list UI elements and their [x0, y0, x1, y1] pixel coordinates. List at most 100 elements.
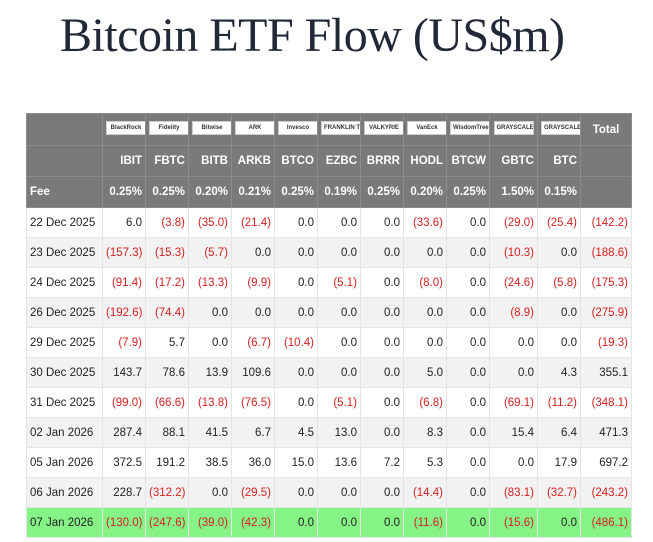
- header-cell: [580, 145, 632, 177]
- flow: 0.0: [188, 477, 232, 508]
- logo-cell: VALKYRIE: [360, 113, 404, 146]
- flow: 0.0: [274, 477, 318, 508]
- flow: 372.5: [102, 447, 146, 478]
- flow: (74.4): [145, 297, 189, 328]
- flow: (35.0): [188, 207, 232, 238]
- total-flow: (243.2): [580, 477, 632, 508]
- flow: 13.9: [188, 357, 232, 388]
- ticker: BRRR: [360, 145, 404, 177]
- issuer-logo: Invesco: [278, 121, 317, 135]
- header-cell: [26, 113, 103, 146]
- flow: 0.0: [231, 237, 275, 268]
- flow: (11.6): [403, 507, 447, 538]
- ticker: BTCW: [446, 145, 490, 177]
- fee-row: Fee 0.25% 0.25% 0.20% 0.21% 0.25% 0.19% 0.25% 0.…: [26, 176, 632, 208]
- flow: 38.5: [188, 447, 232, 478]
- flow: 0.0: [537, 237, 581, 268]
- flow: 5.3: [403, 447, 447, 478]
- flow: 191.2: [145, 447, 189, 478]
- flow: 0.0: [360, 357, 404, 388]
- flow: 6.7: [231, 417, 275, 448]
- flow: (32.7): [537, 477, 581, 508]
- ticker: ARKB: [231, 145, 275, 177]
- flow: 0.0: [446, 387, 490, 418]
- fee: 0.25%: [360, 176, 404, 208]
- issuer-logo: VALKYRIE: [364, 121, 403, 135]
- flow: 88.1: [145, 417, 189, 448]
- flow: 5.7: [145, 327, 189, 358]
- flow: 0.0: [360, 237, 404, 268]
- flow: 0.0: [360, 207, 404, 238]
- flow: 6.4: [537, 417, 581, 448]
- flow-row: 26 Dec 2025 (192.6) (74.4) 0.0 0.0 0.0 0.0 0.0 0…: [26, 297, 632, 328]
- ticker-row: IBIT FBTC BITB ARKB BTCO EZBC BRRR HODL BTCW GBTC…: [26, 145, 632, 177]
- logo-cell: WisdomTree: [446, 113, 490, 146]
- flow: (8.9): [489, 297, 538, 328]
- flow: (29.5): [231, 477, 275, 508]
- logo-cell: GRAYSCALE: [489, 113, 538, 146]
- date: 30 Dec 2025: [26, 357, 103, 388]
- flow: 0.0: [360, 477, 404, 508]
- flow: 109.6: [231, 357, 275, 388]
- title: Bitcoin ETF Flow (US$m): [60, 9, 565, 62]
- issuer-logo: GRAYSCALE: [493, 121, 534, 135]
- flow-row: 24 Dec 2025 (91.4) (17.2) (13.3) (9.9) 0.0 (5.…: [26, 267, 632, 298]
- flow: 4.5: [274, 417, 318, 448]
- flow: (8.0): [403, 267, 447, 298]
- flow-row: 29 Dec 2025 (7.9) 5.7 0.0 (6.7) (10.4) 0.0 0.0 0…: [26, 327, 632, 358]
- fee: 0.25%: [102, 176, 146, 208]
- date: 05 Jan 2026: [26, 447, 103, 478]
- flow-row: 31 Dec 2025 (99.0) (66.6) (13.8) (76.5) 0.0 (5…: [26, 387, 632, 418]
- fee: 0.15%: [537, 176, 581, 208]
- logo-cell: Bitwise: [188, 113, 232, 146]
- flow: (5.1): [317, 387, 361, 418]
- flow: 0.0: [403, 297, 447, 328]
- flow: 36.0: [231, 447, 275, 478]
- total-flow: 355.1: [580, 357, 632, 388]
- ticker: BTCO: [274, 145, 318, 177]
- flow: 17.9: [537, 447, 581, 478]
- flow: 15.0: [274, 447, 318, 478]
- ticker: FBTC: [145, 145, 189, 177]
- date: 22 Dec 2025: [26, 207, 103, 238]
- flow: (9.9): [231, 267, 275, 298]
- flow: (10.3): [489, 237, 538, 268]
- logo-cell: BlackRock: [102, 113, 146, 146]
- fee: 0.21%: [231, 176, 275, 208]
- fee: 1.50%: [489, 176, 538, 208]
- flow: 6.0: [102, 207, 146, 238]
- fee-label: Fee: [26, 176, 103, 208]
- flow: (33.6): [403, 207, 447, 238]
- date: 26 Dec 2025: [26, 297, 103, 328]
- flow: (7.9): [102, 327, 146, 358]
- flow: 0.0: [446, 237, 490, 268]
- flow: 13.0: [317, 417, 361, 448]
- flow: 0.0: [317, 477, 361, 508]
- flow: 0.0: [317, 237, 361, 268]
- flow: 0.0: [537, 507, 581, 538]
- flow: (76.5): [231, 387, 275, 418]
- issuer-logo: Bitwise: [192, 121, 231, 135]
- date: 02 Jan 2026: [26, 417, 103, 448]
- total-flow: 471.3: [580, 417, 632, 448]
- flow: 0.0: [446, 267, 490, 298]
- total-flow: (19.3): [580, 327, 632, 358]
- issuer-logo: FRANKLIN TEMPLETON: [321, 121, 360, 135]
- flow: 13.6: [317, 447, 361, 478]
- flow: (10.4): [274, 327, 318, 358]
- total-flow: (142.2): [580, 207, 632, 238]
- fee: 0.20%: [188, 176, 232, 208]
- flow: (21.4): [231, 207, 275, 238]
- fee: 0.20%: [403, 176, 447, 208]
- total-header: Total: [580, 113, 632, 146]
- flow-row: 07 Jan 2026 (130.0) (247.6) (39.0) (42.3) 0.0…: [26, 507, 632, 538]
- flow: (83.1): [489, 477, 538, 508]
- issuer-logo: BlackRock: [106, 121, 145, 135]
- flow: (5.7): [188, 237, 232, 268]
- flow: (6.8): [403, 387, 447, 418]
- flow: 0.0: [446, 477, 490, 508]
- date: 23 Dec 2025: [26, 237, 103, 268]
- flow: 0.0: [231, 297, 275, 328]
- total-flow: (175.3): [580, 267, 632, 298]
